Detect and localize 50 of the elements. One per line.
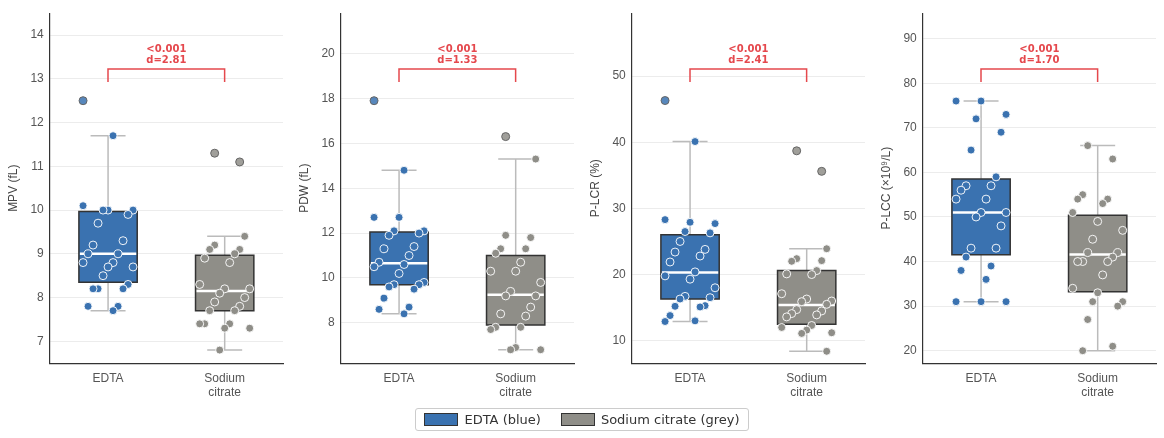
y-axis-title: PDW (fL) [296, 163, 311, 213]
x-tick-label: EDTA [674, 370, 706, 385]
annotation: <0.001 [1019, 43, 1060, 55]
y-tick-label: 70 [903, 120, 918, 135]
annotation: d=2.81 [146, 53, 187, 65]
x-tick-label: Sodium citrate [1077, 370, 1119, 400]
annotation: <0.001 [146, 42, 187, 54]
annotation: d=1.70 [1019, 54, 1060, 66]
y-tick-label: 50 [612, 68, 627, 83]
y-tick-label: 40 [612, 134, 627, 149]
y-axis-title: MPV (fL) [5, 164, 20, 212]
y-tick-label: 14 [30, 27, 45, 42]
annotation: d=1.33 [437, 53, 478, 65]
y-tick-label: 60 [903, 164, 918, 179]
y-tick-label: 11 [31, 158, 45, 173]
y-tick-label: 10 [612, 333, 627, 348]
y-tick-label: 16 [321, 135, 336, 150]
y-tick-label: 18 [321, 90, 336, 105]
y-axis-title: P-LCR (%) [587, 159, 602, 218]
legend-label: Sodium citrate (grey) [600, 412, 740, 427]
x-tick-label: EDTA [383, 370, 415, 385]
y-tick-label: 30 [903, 298, 918, 313]
y-tick-label: 80 [903, 75, 918, 90]
y-tick-label: 10 [321, 270, 336, 285]
annotation: d=2.41 [728, 53, 769, 65]
y-axis-title: P-LCC (×10⁹/L) [878, 146, 893, 230]
y-tick-label: 20 [612, 266, 627, 281]
y-tick-label: 7 [37, 333, 45, 348]
x-tick-label: EDTA [965, 370, 997, 385]
y-tick-label: 13 [30, 71, 45, 86]
y-tick-label: 10 [30, 202, 45, 217]
x-tick-label: Sodium citrate [786, 370, 828, 400]
y-tick-label: 8 [328, 315, 336, 330]
x-tick-label: Sodium citrate [495, 370, 537, 400]
legend-label: EDTA (blue) [464, 412, 541, 427]
y-tick-label: 40 [903, 253, 918, 268]
y-tick-label: 20 [321, 45, 336, 60]
annotation: <0.001 [437, 42, 478, 54]
y-tick-label: 8 [37, 289, 45, 304]
y-tick-label: 50 [903, 209, 918, 224]
y-tick-label: 12 [30, 114, 45, 129]
y-tick-label: 30 [612, 200, 627, 215]
y-tick-label: 12 [321, 225, 336, 240]
y-tick-label: 90 [903, 30, 918, 45]
annotation: <0.001 [728, 42, 769, 54]
y-tick-label: 14 [321, 180, 336, 195]
x-tick-label: Sodium citrate [204, 370, 246, 400]
y-tick-label: 20 [903, 343, 918, 358]
x-tick-label: EDTA [92, 370, 124, 385]
y-tick-label: 9 [37, 246, 45, 261]
